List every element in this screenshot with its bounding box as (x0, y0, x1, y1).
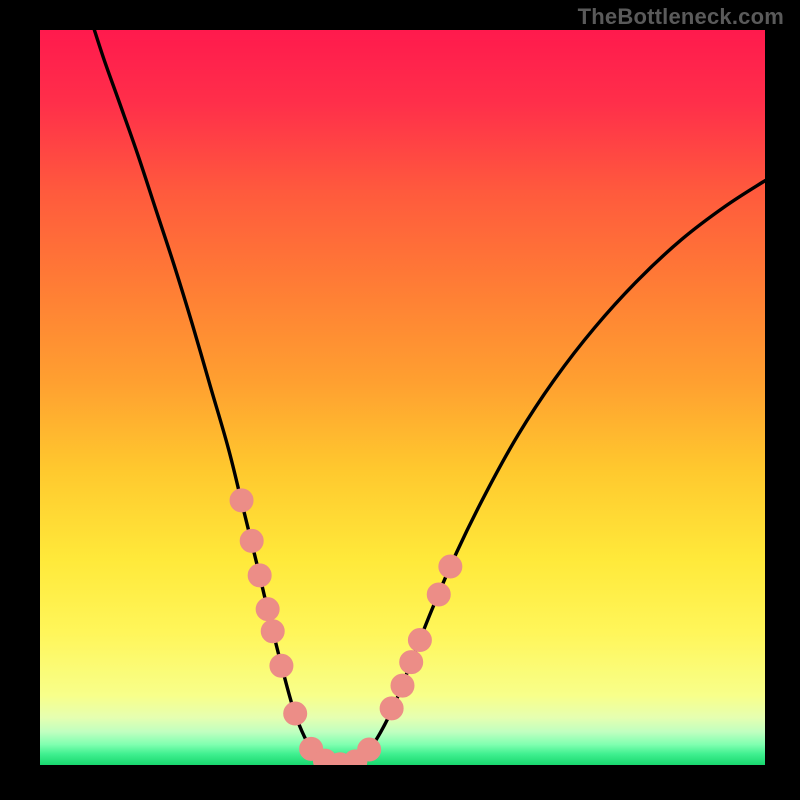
chart-frame: TheBottleneck.com (0, 0, 800, 800)
marker-dot (391, 674, 414, 697)
chart-svg (40, 30, 765, 765)
marker-dot (400, 651, 423, 674)
plot-area (40, 30, 765, 765)
marker-dot (284, 702, 307, 725)
watermark-text: TheBottleneck.com (578, 4, 784, 30)
marker-dot (248, 564, 271, 587)
marker-dot (427, 583, 450, 606)
marker-dot (380, 697, 403, 720)
marker-dot (261, 620, 284, 643)
marker-dot (358, 738, 381, 761)
marker-dot (408, 629, 431, 652)
marker-dot (240, 529, 263, 552)
marker-dot (256, 598, 279, 621)
marker-dot (230, 489, 253, 512)
marker-dot (270, 654, 293, 677)
marker-dot (439, 555, 462, 578)
